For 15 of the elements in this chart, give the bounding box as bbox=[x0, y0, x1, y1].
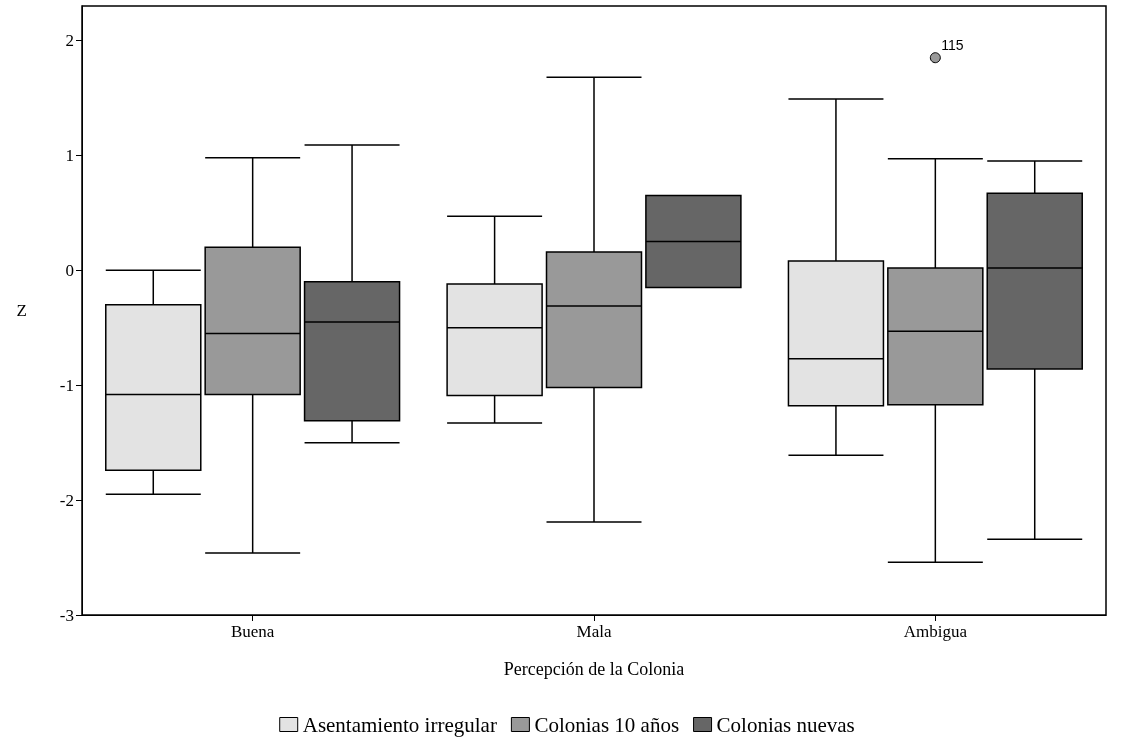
legend-label: Colonias 10 años bbox=[534, 712, 680, 737]
y-tick-label: -1 bbox=[59, 375, 74, 395]
x-tick-label: Buena bbox=[230, 622, 275, 641]
legend-label: Colonias nuevas bbox=[716, 712, 855, 737]
y-tick-label: 1 bbox=[65, 145, 74, 165]
x-tick-label: Mala bbox=[576, 622, 612, 641]
y-axis-title: Z bbox=[16, 301, 27, 320]
y-tick-label: -3 bbox=[59, 605, 74, 625]
x-tick-label: Ambigua bbox=[903, 622, 968, 641]
annotation: 115 bbox=[941, 36, 964, 53]
y-tick-label: -2 bbox=[59, 490, 74, 510]
y-tick-label: 0 bbox=[65, 260, 74, 280]
y-tick-label: 2 bbox=[65, 30, 74, 50]
legend-label: Asentamiento irregular bbox=[302, 712, 497, 737]
x-axis-title: Percepción de la Colonia bbox=[503, 659, 685, 679]
